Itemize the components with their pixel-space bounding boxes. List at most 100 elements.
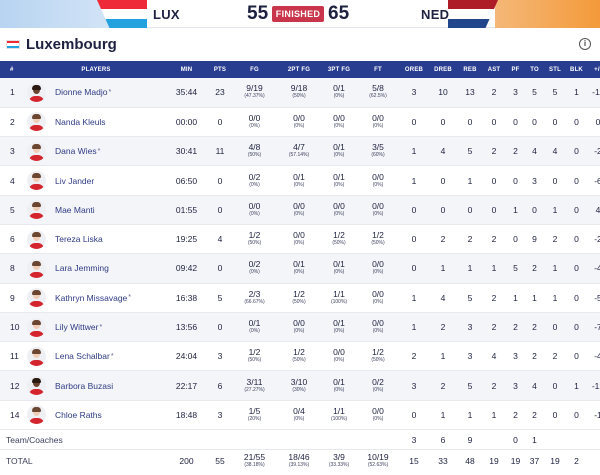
two-point-fg-made-attempted: 0/1 xyxy=(293,259,305,270)
player-cell: Dana Wies * xyxy=(26,137,166,166)
free-throws-percentage: (0%) xyxy=(372,122,384,129)
free-throws-made-attempted: 0/0 xyxy=(372,112,384,123)
info-icon[interactable]: i xyxy=(579,38,591,50)
player-name-link[interactable]: Dionne Madjo xyxy=(55,87,108,98)
minutes: 24:04 xyxy=(175,351,198,362)
stat-stl: 1 xyxy=(552,292,558,303)
three-point-fg: 0/1 (0%) xyxy=(322,166,356,195)
home-flag-icon xyxy=(97,0,147,28)
free-throws: 0/2 (0%) xyxy=(356,371,400,400)
two-point-fg: 1/2 (50%) xyxy=(276,283,322,312)
free-throws-made-attempted: 3/5 xyxy=(372,142,384,153)
player-name-link[interactable]: Tereza Liska xyxy=(55,234,103,245)
coach-stat-pf: 0 xyxy=(513,434,518,445)
three-point-fg-percentage: (0%) xyxy=(333,210,345,217)
two-point-fg-percentage: (30%) xyxy=(292,386,306,393)
player-name-link[interactable]: Dana Wies xyxy=(55,146,97,157)
field-goals-made-attempted: 0/0 xyxy=(248,200,261,211)
stat-pf: 3 xyxy=(513,87,518,98)
two-point-fg-percentage: (50%) xyxy=(292,298,306,305)
column-header: PF xyxy=(511,66,520,73)
two-point-fg-made-attempted: 1/2 xyxy=(293,288,305,299)
box-score-table: # PLAYERS MIN PTS FG 2PT FG 3PT FG FT OREB DREB RE… xyxy=(0,61,600,473)
stat-blk: 0 xyxy=(574,263,579,274)
table-row[interactable]: 6 Tereza Liska 19:25 4 1/2 (50%) 0/0 (0%) 1/2 (50… xyxy=(0,224,600,254)
two-point-fg-made-attempted: 0/0 xyxy=(293,230,305,241)
player-name-link[interactable]: Lily Wittwer xyxy=(55,322,99,333)
game-status-badge: FINISHED xyxy=(272,6,324,22)
two-point-fg-made-attempted: 0/1 xyxy=(293,171,305,182)
table-row[interactable]: 2 Nanda Kleuls 00:00 0 0/0 (0%) 0/0 (0%) 0/0 (0%)… xyxy=(0,107,600,137)
table-row[interactable]: 3 Dana Wies * 30:41 11 4/8 (50%) 4/7 (57.14%) 0/1… xyxy=(0,136,600,166)
total-oreb: 15 xyxy=(409,456,419,467)
stat-pf: 0 xyxy=(513,116,518,127)
field-goals-percentage: (50%) xyxy=(247,357,262,364)
column-header: REB xyxy=(463,66,477,73)
minutes: 35:44 xyxy=(175,87,198,98)
total-two-point-fg: 18/46 (39.13%) xyxy=(276,450,322,473)
column-header: MIN xyxy=(180,66,193,73)
field-goals: 0/0 (0%) xyxy=(233,195,276,224)
column-header: OREB xyxy=(404,66,424,73)
total-three-point-fg-percentage: (33.33%) xyxy=(328,462,350,469)
free-throws-percentage: (0%) xyxy=(372,328,384,335)
player-name-link[interactable]: Mae Manti xyxy=(55,204,95,215)
player-name-link[interactable]: Lena Schalbar xyxy=(55,351,110,362)
field-goals-made-attempted: 9/19 xyxy=(246,83,263,94)
empty-cell xyxy=(482,430,506,450)
player-name-link[interactable]: Chloe Raths xyxy=(55,409,102,420)
two-point-fg: 3/10 (30%) xyxy=(276,371,322,400)
totals-row: TOTAL 200 55 21/55 (38.18%) 18/46 (39.13%) 3/9(… xyxy=(0,450,600,473)
table-row[interactable]: 8 Lara Jemming 09:42 0 0/2 (0%) 0/1 (0%) 0/1 (0%)… xyxy=(0,253,600,284)
table-row[interactable]: 5 Mae Manti 01:55 0 0/0 (0%) 0/0 (0%) 0/0 (0%) 0/0… xyxy=(0,195,600,225)
stat-pf: 2 xyxy=(513,322,518,333)
field-goals-made-attempted: 3/11 xyxy=(246,376,263,387)
three-point-fg: 0/1 (0%) xyxy=(322,78,356,107)
table-row[interactable]: 4 Liv Jander 06:50 0 0/2 (0%) 0/1 (0%) 0/1 (0%) 0/… xyxy=(0,166,600,196)
avatar xyxy=(27,82,46,102)
player-name-link[interactable]: Barbora Buzasi xyxy=(55,380,114,391)
free-throws-percentage: (50%) xyxy=(371,357,385,364)
stat-pf: 3 xyxy=(513,380,518,391)
player-name-link[interactable]: Kathryn Missavage xyxy=(55,292,128,303)
column-header: TO xyxy=(530,66,539,73)
table-row[interactable]: 1 Dionne Madjo * 35:44 23 9/19 (47.37%) 9/18 (50… xyxy=(0,78,600,108)
free-throws: 5/8 (62.5%) xyxy=(356,78,400,107)
table-row[interactable]: 10 Lily Wittwer * 13:56 0 0/1 (0%) 0/0 (0%) 0/1 (0… xyxy=(0,312,600,342)
home-team-code[interactable]: LUX xyxy=(153,7,180,22)
field-goals: 1/2 (50%) xyxy=(233,224,276,253)
player-cell: Mae Manti xyxy=(26,195,166,224)
player-number: 9 xyxy=(10,292,15,303)
player-name-link[interactable]: Liv Jander xyxy=(55,175,95,186)
three-point-fg-percentage: (0%) xyxy=(333,386,345,393)
three-point-fg: 0/0 (0%) xyxy=(322,195,356,224)
player-number: 10 xyxy=(10,322,20,333)
stat-dreb: 10 xyxy=(438,87,448,98)
stat-reb: 5 xyxy=(467,380,473,391)
avatar xyxy=(27,288,46,308)
stat-pm: -4 xyxy=(594,351,600,362)
away-team-code[interactable]: NED xyxy=(421,7,450,22)
table-row[interactable]: 14 Chloe Raths 18:48 3 1/5 (20%) 0/4 (0%) 1/1 (10… xyxy=(0,400,600,430)
column-header: FT xyxy=(374,66,382,73)
stat-dreb: 0 xyxy=(440,175,446,186)
stat-dreb: 0 xyxy=(440,116,446,127)
total-blk: 2 xyxy=(574,456,579,467)
three-point-fg-made-attempted: 1/1 xyxy=(333,405,345,416)
player-name-link[interactable]: Lara Jemming xyxy=(55,263,109,274)
two-point-fg-made-attempted: 4/7 xyxy=(293,142,305,153)
stat-stl: 0 xyxy=(552,116,558,127)
table-row[interactable]: 12 Barbora Buzasi 22:17 6 3/11 (27.27%) 3/10 (3… xyxy=(0,370,600,401)
field-goals-made-attempted: 4/8 xyxy=(248,142,261,153)
three-point-fg: 0/0 (0%) xyxy=(322,342,356,371)
player-name-link[interactable]: Nanda Kleuls xyxy=(55,116,106,127)
table-row[interactable]: 9 Kathryn Missavage * 16:38 5 2/3 (66.67%) 1/2(… xyxy=(0,283,600,313)
minutes: 19:25 xyxy=(175,234,198,245)
field-goals-percentage: (0%) xyxy=(249,210,260,217)
three-point-fg-percentage: (50%) xyxy=(332,240,346,247)
two-point-fg-made-attempted: 9/18 xyxy=(290,83,308,94)
stat-ast: 2 xyxy=(491,87,497,98)
stat-ast: 0 xyxy=(491,204,497,215)
stat-to: 3 xyxy=(532,175,537,186)
table-row[interactable]: 11 Lena Schalbar * 24:04 3 1/2 (50%) 1/2 (50%) 0/… xyxy=(0,342,600,371)
